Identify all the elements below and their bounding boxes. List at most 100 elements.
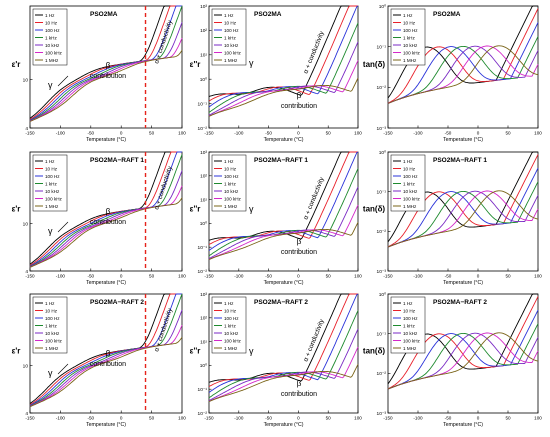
series-line-1-khz <box>208 22 359 113</box>
legend-entry: 1 MHz <box>45 346 59 351</box>
panel-1-2: -150 -100 -50 0 50 100 Temperature (°C) 10⁻² 10⁻… <box>190 4 363 143</box>
x-tick-label: -50 <box>445 274 452 279</box>
x-tick-label: -100 <box>413 416 423 421</box>
x-axis-label: Temperature (°C) <box>86 137 126 143</box>
legend-entry: 10 kHz <box>45 331 60 336</box>
annotation-beta: β <box>106 207 111 216</box>
legend-entry: 1 MHz <box>224 346 238 351</box>
y-tick-label: 10⁻³ <box>377 126 387 132</box>
annotation-contribution: contribution <box>281 103 317 110</box>
y-tick-label: 10³ <box>200 4 207 10</box>
x-tick-label: 50 <box>149 416 155 421</box>
x-tick-label: 100 <box>534 274 542 279</box>
y-tick-label: 10² <box>200 316 207 322</box>
x-tick-label: 0 <box>120 416 123 421</box>
x-tick-label: -100 <box>56 274 66 279</box>
series-line-1-hz <box>29 5 182 119</box>
legend-entry: 1 MHz <box>403 204 417 209</box>
series-line-100-hz <box>208 293 359 393</box>
annotation-gamma: γ <box>48 226 53 236</box>
legend-entry: 10 kHz <box>224 43 239 48</box>
y-tick-label: 10⁰ <box>200 77 207 83</box>
y-axis-label: tan(δ) <box>363 205 386 214</box>
legend-entry: 10 Hz <box>403 308 416 313</box>
legend-entry: 100 kHz <box>403 196 421 201</box>
y-tick-label: 10⁻¹ <box>377 331 387 337</box>
series-line-1-mhz <box>387 332 539 390</box>
y-axis-label: ε'r <box>12 60 21 69</box>
legend-entry: 100 kHz <box>224 196 242 201</box>
legend-entry: 1 kHz <box>224 323 236 328</box>
x-tick-label: 50 <box>149 131 155 136</box>
legend-entry: 1 Hz <box>45 301 55 306</box>
legend-entry: 1 kHz <box>403 323 415 328</box>
x-axis-label: Temperature (°C) <box>86 422 126 428</box>
x-tick-label: -150 <box>383 274 393 279</box>
y-tick-label: 10 <box>23 221 29 227</box>
legend-entry: 1 Hz <box>45 159 55 164</box>
x-tick-label: -50 <box>87 416 94 421</box>
x-tick-label: 0 <box>120 131 123 136</box>
legend-entry: 10 Hz <box>45 166 58 171</box>
y-tick-label: 10⁻² <box>198 411 208 417</box>
y-axis-label: ε'r <box>12 205 21 214</box>
legend-entry: 1 MHz <box>45 58 59 63</box>
x-tick-label: -100 <box>413 274 423 279</box>
legend-entry: 1 kHz <box>403 181 415 186</box>
legend-entry: 100 Hz <box>45 174 60 179</box>
y-tick-label: 10⁻² <box>198 126 208 132</box>
series-line-100-hz <box>208 151 359 251</box>
annotation-contribution: contribution <box>281 391 317 398</box>
x-axis-label: Temperature (°C) <box>264 137 304 143</box>
chart-title: PSO2MA <box>90 11 118 18</box>
legend-entry: 10 kHz <box>45 189 60 194</box>
x-tick-label: 50 <box>505 274 511 279</box>
x-tick-label: 0 <box>477 131 480 136</box>
chart-title: PSO2MA−RAFT 2 <box>90 299 144 306</box>
legend-entry: 100 Hz <box>45 28 60 33</box>
x-tick-label: -50 <box>265 131 272 136</box>
annotation-beta: β <box>297 379 302 388</box>
chart-title: PSO2MA−RAFT 1 <box>90 157 144 164</box>
legend-entry: 1 Hz <box>45 13 55 18</box>
x-tick-label: -100 <box>234 416 244 421</box>
legend-entry: 1 MHz <box>224 204 238 209</box>
legend-entry: 10 kHz <box>403 189 418 194</box>
x-tick-label: -50 <box>265 274 272 279</box>
x-tick-label: -50 <box>265 416 272 421</box>
legend-entry: 1 kHz <box>45 181 57 186</box>
y-axis-label: tan(δ) <box>363 60 386 69</box>
series-line-1-hz <box>29 151 182 265</box>
legend-entry: 10 Hz <box>224 20 237 25</box>
legend-entry: 100 Hz <box>224 174 239 179</box>
y-tick-label: 10¹ <box>200 339 207 345</box>
x-tick-label: -100 <box>56 131 66 136</box>
x-tick-label: 100 <box>354 131 362 136</box>
annotation-arrow <box>57 221 69 233</box>
annotation-beta: β <box>106 349 111 358</box>
legend-entry: 1 MHz <box>45 204 59 209</box>
annotation-arrow <box>57 363 69 375</box>
y-tick-label: 10⁻¹ <box>198 245 208 251</box>
x-axis-label: Temperature (°C) <box>443 280 483 286</box>
x-tick-label: 50 <box>149 274 155 279</box>
y-tick-label: 4 <box>25 411 28 417</box>
annotation-arrow <box>57 75 69 87</box>
series-line-1-mhz <box>208 222 359 261</box>
x-tick-label: -150 <box>25 131 35 136</box>
series-line-10-hz <box>29 293 182 406</box>
series-line-1-khz <box>208 310 359 399</box>
y-axis-label: ε'r <box>12 347 21 356</box>
legend-entry: 10 kHz <box>45 43 60 48</box>
legend-entry: 1 kHz <box>45 35 57 40</box>
legend-entry: 100 kHz <box>45 196 63 201</box>
annotation-beta: β <box>297 237 302 246</box>
y-tick-label: 10⁻³ <box>377 269 387 275</box>
legend-entry: 1 kHz <box>224 35 236 40</box>
y-tick-label: 10 <box>23 363 29 369</box>
x-tick-label: 100 <box>534 131 542 136</box>
x-tick-label: 0 <box>477 416 480 421</box>
y-tick-label: 10⁻¹ <box>198 101 208 107</box>
annotation-beta: β <box>106 61 111 70</box>
